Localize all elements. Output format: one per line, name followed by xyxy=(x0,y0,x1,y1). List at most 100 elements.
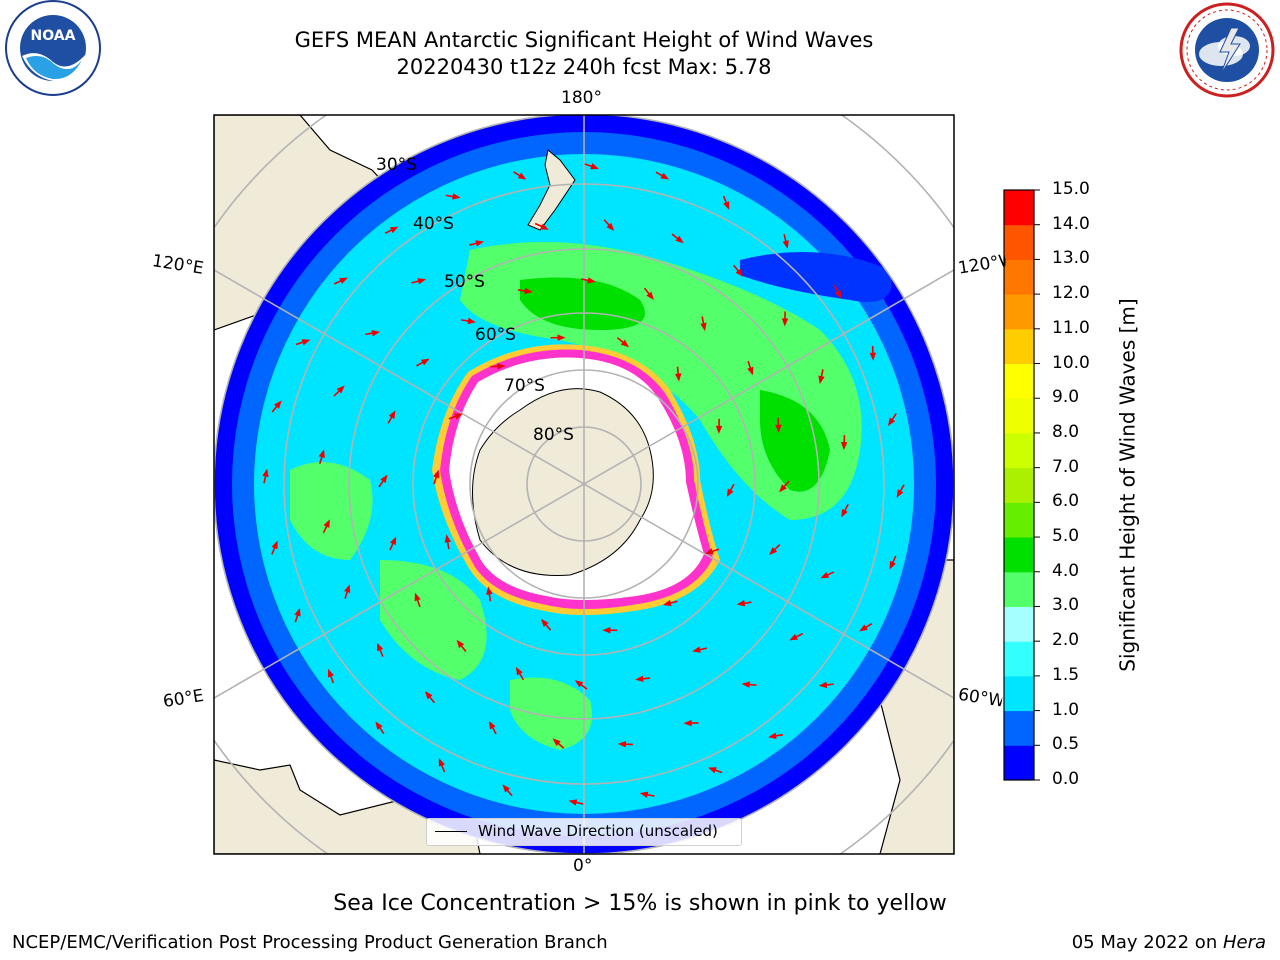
wind-wave-arrowhead xyxy=(417,278,427,285)
colorbar-tick-label: 8.0 xyxy=(1052,421,1080,442)
wind-wave-arrowhead xyxy=(700,322,707,332)
wind-wave-arrowhead xyxy=(467,317,476,325)
wind-wave-arrowhead xyxy=(271,540,278,550)
low-wave-zone xyxy=(740,252,892,302)
wind-wave-arrowhead xyxy=(726,488,734,498)
noaa-logo-text: NOAA xyxy=(31,28,76,44)
wind-wave-arrowhead xyxy=(896,489,904,498)
wind-wave-arrowhead xyxy=(747,366,754,376)
wind-wave-arrowhead xyxy=(704,548,714,555)
wind-wave-arrowhead xyxy=(683,719,692,727)
land-new-zealand xyxy=(527,149,576,231)
lat-label-40s: 40°S xyxy=(413,214,454,234)
wind-wave-arrowhead xyxy=(692,646,701,653)
wind-wave-arrowhead xyxy=(574,680,584,688)
wind-wave-arrowhead xyxy=(336,385,345,394)
wind-wave-arrowhead xyxy=(660,172,670,180)
lat-label-80s: 80°S xyxy=(533,425,574,445)
wind-wave-arrowhead xyxy=(715,425,723,434)
wind-wave-arrowhead xyxy=(517,172,527,180)
wind-wave-arrowhead xyxy=(502,784,511,793)
wind-wave-arrowhead xyxy=(674,373,682,382)
wind-wave-arrowhead xyxy=(602,627,611,634)
wind-wave-arrowhead xyxy=(779,484,787,493)
wind-wave-arrowhead xyxy=(389,536,397,546)
wind-wave-arrowhead xyxy=(414,592,421,602)
wave-high-zone-3 xyxy=(380,560,487,680)
wind-wave-arrowhead xyxy=(438,758,445,767)
wind-wave-arrowhead xyxy=(344,584,351,593)
colorbar-segment xyxy=(1004,294,1034,330)
colorbar-segment xyxy=(1004,363,1034,399)
colorbar-tick-label: 15.0 xyxy=(1052,179,1090,199)
wind-wave-arrowhead xyxy=(327,668,334,678)
wind-wave-arrowhead xyxy=(540,618,549,627)
colorbar-tick-label: 9.0 xyxy=(1052,387,1080,408)
colorbar-segment xyxy=(1004,745,1034,781)
wind-wave-arrowhead xyxy=(768,732,777,740)
colorbar-segment xyxy=(1004,502,1034,538)
colorbar-tick-label: 12.0 xyxy=(1052,283,1090,304)
wind-wave-arrowhead xyxy=(741,681,750,688)
wind-wave-arrowhead xyxy=(889,560,896,570)
lon-label-bottom: 0° xyxy=(573,856,593,876)
colorbar-segment xyxy=(1004,328,1034,365)
wind-wave-arrowhead xyxy=(515,666,523,676)
noaa-logo: NOAA xyxy=(5,0,101,96)
wind-wave-arrowhead xyxy=(840,441,848,451)
title-line-1: GEFS MEAN Antarctic Significant Height o… xyxy=(294,28,874,52)
colorbar-tick-label: 1.5 xyxy=(1052,664,1080,685)
lat-label-50s: 50°S xyxy=(444,272,485,292)
wind-wave-arrowhead xyxy=(818,375,825,385)
wind-wave-arrowhead xyxy=(841,508,848,518)
colorbar-frame xyxy=(1003,189,1035,781)
footer-host: Hera xyxy=(1222,932,1266,953)
colorbar-tick-label: 10.0 xyxy=(1052,352,1090,373)
colorbar-tick-label: 11.0 xyxy=(1052,317,1090,338)
wind-wave-arrowhead xyxy=(782,240,789,249)
wind-wave-arrowhead xyxy=(318,449,325,459)
wind-wave-arrowhead xyxy=(723,201,730,210)
wind-wave-arrowhead xyxy=(375,721,383,730)
wind-wave-arrowhead xyxy=(388,410,396,419)
wind-wave-arrowhead xyxy=(389,226,399,234)
wind-wave-arrowhead xyxy=(834,289,842,299)
wind-wave-arrowhead xyxy=(789,633,798,641)
lon-label-top: 180° xyxy=(561,88,602,108)
wind-wave-arrowhead xyxy=(274,400,282,409)
colorbar-tick-label: 0.0 xyxy=(1052,769,1080,789)
wave-high-zone-4 xyxy=(510,677,592,750)
wind-wave-arrowhead xyxy=(859,624,868,632)
wind-wave-arrowhead xyxy=(424,691,433,700)
colorbar-tick-label: 13.0 xyxy=(1052,248,1090,269)
colorbar-segment xyxy=(1004,224,1034,260)
colorbar-segment xyxy=(1004,641,1034,677)
wind-wave-arrowhead xyxy=(568,799,578,806)
sea-ice-note: Sea Ice Concentration > 15% is shown in … xyxy=(333,891,947,916)
colorbar-segment xyxy=(1004,537,1034,573)
wind-wave-arrowhead xyxy=(769,547,778,556)
colorbar-tick-label: 1.0 xyxy=(1052,699,1080,720)
footer-branch: NCEP/EMC/Verification Post Processing Pr… xyxy=(12,932,608,953)
colorbar-tick-label: 14.0 xyxy=(1052,213,1090,234)
wind-wave-arrowhead xyxy=(869,352,877,361)
wind-wave-arrowhead xyxy=(444,534,451,543)
wind-wave-arrowhead xyxy=(497,363,506,370)
wind-wave-arrowhead xyxy=(590,163,599,170)
wind-wave-arrowhead xyxy=(452,193,461,200)
wind-wave-arrowhead xyxy=(488,720,496,730)
land-antarctica xyxy=(472,388,654,577)
colorbar-segment xyxy=(1004,710,1034,746)
wind-wave-arrowhead xyxy=(888,417,896,427)
map-frame xyxy=(213,114,955,855)
nws-logo xyxy=(1179,2,1275,98)
colorbar-segment xyxy=(1004,432,1034,469)
colorbar-tick-label: 0.5 xyxy=(1052,734,1080,755)
colorbar-segment xyxy=(1004,606,1034,642)
legend-line-swatch xyxy=(435,831,467,832)
wind-wave-arrowhead xyxy=(433,469,440,479)
legend-label: Wind Wave Direction (unscaled) xyxy=(478,822,718,840)
lat-label-60s: 60°S xyxy=(475,325,516,345)
wind-wave-arrowhead xyxy=(617,740,627,748)
